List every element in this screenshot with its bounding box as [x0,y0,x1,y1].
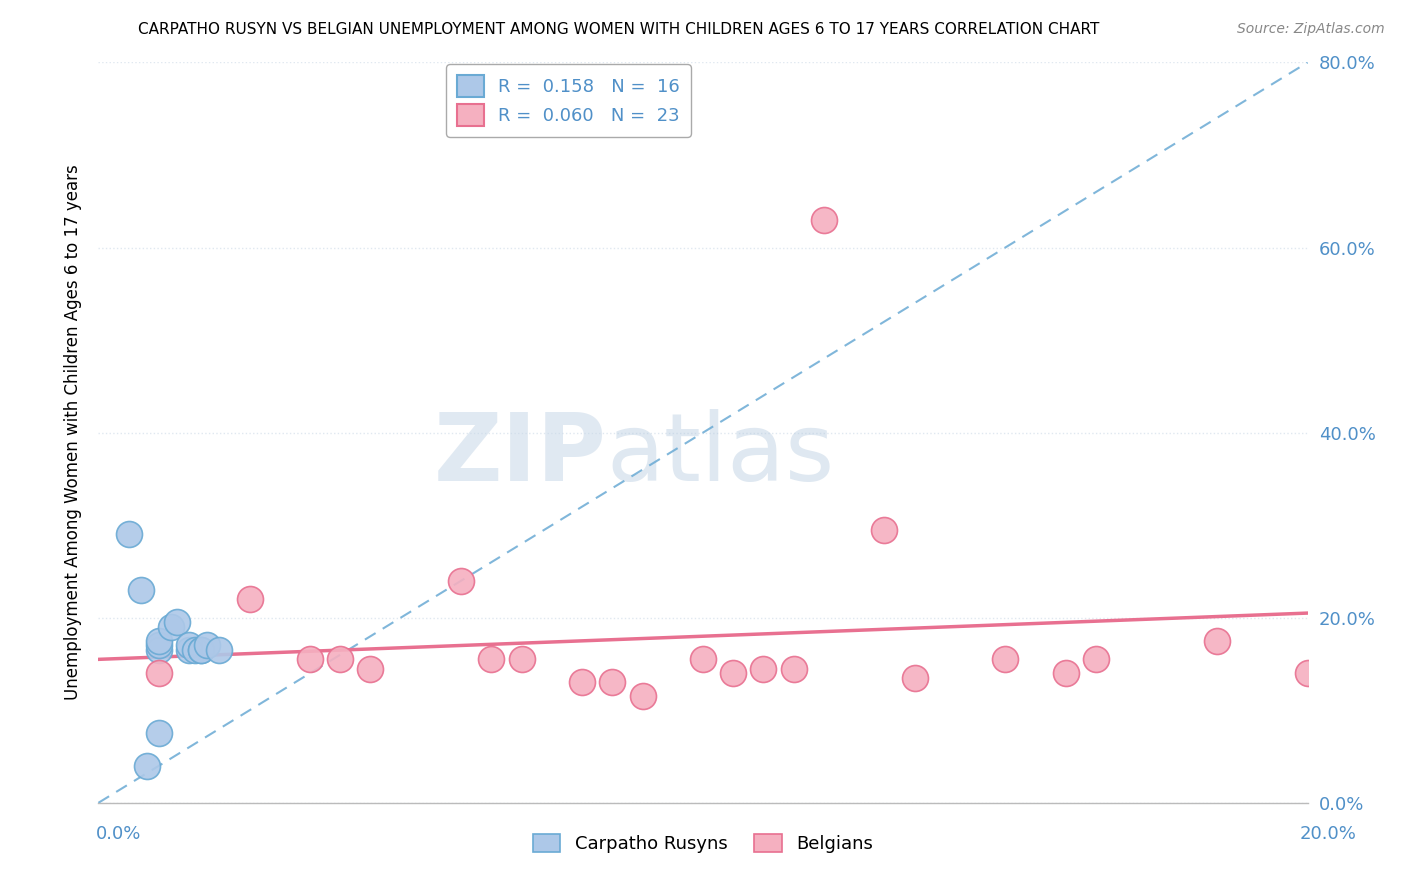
Point [783,662,806,676]
Point [148,666,170,681]
Point [179,643,201,657]
Point [631,690,654,704]
Point [148,643,170,657]
Legend: Carpatho Rusyns, Belgians: Carpatho Rusyns, Belgians [526,827,880,861]
Point [299,652,322,666]
Point [239,592,262,607]
Point [179,639,201,653]
Point [360,662,382,676]
Point [118,527,141,541]
Point [571,675,593,690]
Text: atlas: atlas [606,409,835,500]
Point [160,620,183,634]
Text: CARPATHO RUSYN VS BELGIAN UNEMPLOYMENT AMONG WOMEN WITH CHILDREN AGES 6 TO 17 YE: CARPATHO RUSYN VS BELGIAN UNEMPLOYMENT A… [138,22,1099,37]
Point [184,643,207,657]
Text: ZIP: ZIP [433,409,606,500]
Point [195,639,218,653]
Point [752,662,775,676]
Point [450,574,472,588]
Point [148,639,170,653]
Point [994,652,1017,666]
Point [1206,633,1229,648]
Point [166,615,188,630]
Point [190,643,212,657]
Point [135,758,157,772]
Text: 0.0%: 0.0% [96,825,141,843]
Point [208,643,231,657]
Point [481,652,503,666]
Text: 20.0%: 20.0% [1301,825,1357,843]
Point [602,675,624,690]
Point [1085,652,1108,666]
Point [1296,666,1319,681]
Point [692,652,714,666]
Point [148,726,170,740]
Point [813,212,835,227]
Point [723,666,745,681]
Point [129,582,152,597]
Point [1054,666,1077,681]
Text: Source: ZipAtlas.com: Source: ZipAtlas.com [1237,22,1385,37]
Point [510,652,533,666]
Point [329,652,352,666]
Point [190,643,212,657]
Point [148,633,170,648]
Y-axis label: Unemployment Among Women with Children Ages 6 to 17 years: Unemployment Among Women with Children A… [63,165,82,700]
Point [873,523,896,537]
Point [904,671,927,685]
